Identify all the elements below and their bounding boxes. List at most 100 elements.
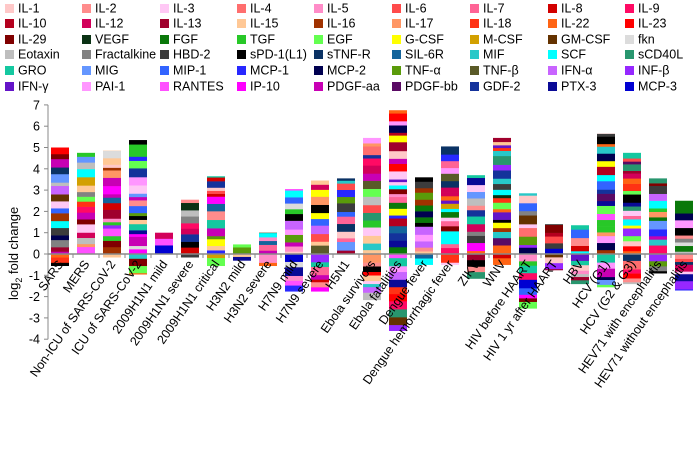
legend-swatch	[625, 19, 634, 28]
legend-label: Eotaxin	[18, 48, 60, 62]
bar-segment	[389, 182, 407, 186]
legend-label: IL-1	[18, 2, 40, 16]
bar-segment	[675, 242, 693, 246]
bar-segment	[363, 138, 381, 144]
bar-segment	[675, 201, 693, 206]
bar-segment	[415, 247, 433, 251]
bar-segment	[493, 238, 511, 246]
bar-segment	[103, 158, 121, 165]
y-tick-label: 2	[33, 205, 40, 219]
legend-swatch	[392, 66, 401, 75]
legend-item: VEGF	[82, 33, 129, 47]
bar-segment	[129, 234, 147, 237]
bar-segment	[571, 238, 589, 246]
legend-item: IL-29	[5, 33, 47, 47]
bar-segment	[415, 188, 433, 193]
bar-segment	[597, 146, 615, 153]
bar-segment	[363, 181, 381, 189]
y-tick-label: 4	[33, 162, 40, 176]
legend-swatch	[392, 82, 401, 91]
legend-item: IFN-α	[548, 64, 593, 78]
bar-segment	[207, 176, 225, 177]
bar-segment	[337, 197, 355, 204]
bar-segment	[597, 167, 615, 176]
bar-segment	[363, 243, 381, 250]
bar-segment	[467, 198, 485, 206]
bar-segment	[493, 165, 511, 171]
bar-segment	[467, 236, 485, 243]
bar-segment	[493, 178, 511, 184]
bar-segment	[207, 194, 225, 197]
bar-segment	[389, 135, 407, 142]
bar-segment	[155, 245, 173, 254]
bar-segment	[389, 189, 407, 194]
bar-segment	[389, 164, 407, 172]
legend-label: PDGF-bb	[405, 80, 458, 94]
bar-segment	[77, 197, 95, 202]
bar-segment	[493, 138, 511, 142]
bar-segment	[623, 191, 641, 195]
bar-segment	[649, 239, 667, 245]
bar-segment	[571, 229, 589, 238]
bar-segment	[103, 236, 121, 241]
bar-segment	[285, 214, 303, 221]
legend-item: GDF-2	[470, 80, 521, 94]
legend-swatch	[548, 66, 557, 75]
bar-segment	[675, 220, 693, 228]
bar-segment	[597, 194, 615, 202]
legend-label: TNF-β	[483, 64, 519, 78]
legend-item: IL-17	[392, 17, 434, 31]
bar-segment	[103, 197, 121, 203]
bar-segment	[181, 200, 199, 203]
legend-label: IL-5	[327, 2, 349, 16]
legend-label: IL-23	[638, 17, 667, 31]
legend-swatch	[314, 82, 323, 91]
bar-segment	[623, 225, 641, 228]
legend-swatch	[314, 19, 323, 28]
bar-segment	[363, 173, 381, 181]
legend-item: IL-10	[5, 17, 47, 31]
bar-segment	[259, 245, 277, 251]
legend-item: G-CSF	[392, 33, 444, 47]
bar-segment	[337, 242, 355, 251]
bar-segment	[77, 177, 95, 186]
legend-item: PAI-1	[82, 80, 125, 94]
bar-segment	[467, 216, 485, 224]
bar-dengue-hemorrhagic-fever	[441, 146, 459, 265]
legend-swatch	[82, 50, 91, 59]
bar-segment	[467, 192, 485, 199]
bar-segment	[129, 144, 147, 148]
bar-segment	[207, 181, 225, 188]
bar-segment	[597, 236, 615, 243]
bar-segment	[103, 222, 121, 225]
bar-segment	[675, 246, 693, 252]
bar-segment	[259, 241, 277, 245]
legend-swatch	[625, 82, 634, 91]
legend-label: IL-13	[173, 17, 202, 31]
bar-segment	[129, 177, 147, 185]
bar-segment	[363, 213, 381, 221]
legend-item: IP-10	[237, 80, 280, 94]
y-tick-label: 1	[33, 226, 40, 240]
legend-label: M-CSF	[483, 33, 523, 47]
legend-swatch	[470, 35, 479, 44]
legend-item: IL-22	[548, 17, 590, 31]
bar-segment	[337, 203, 355, 212]
bar-segment	[623, 228, 641, 236]
legend-swatch	[392, 19, 401, 28]
legend-label: IP-10	[250, 80, 280, 94]
bar-segment	[103, 194, 121, 198]
bar-segment	[129, 185, 147, 194]
legend-swatch	[160, 82, 169, 91]
legend-label: SCF	[561, 48, 586, 62]
bar-segment	[337, 183, 355, 190]
bar-segment	[389, 215, 407, 218]
legend-swatch	[470, 4, 479, 13]
bar-segment	[129, 168, 147, 177]
bar-segment	[51, 154, 69, 159]
bar-segment	[129, 224, 147, 230]
legend-label: FGF	[173, 33, 198, 47]
legend-item: fkn	[625, 33, 655, 47]
bar-segment	[597, 189, 615, 193]
bar-segment	[493, 212, 511, 220]
